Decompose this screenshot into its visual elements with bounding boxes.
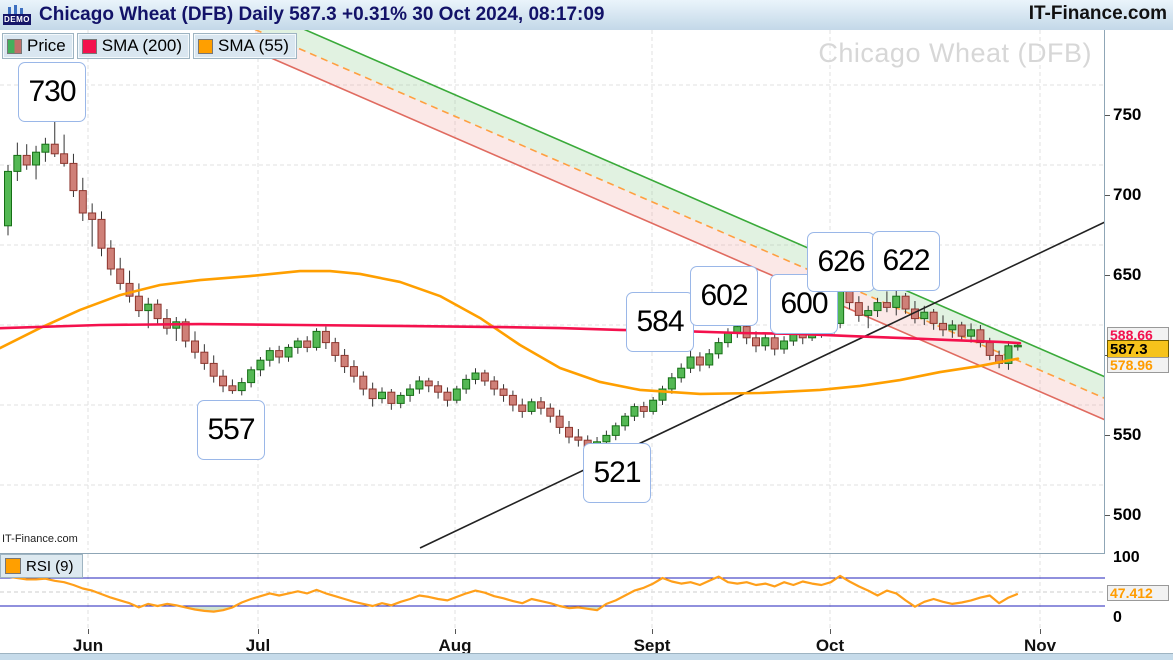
main-chart[interactable]	[0, 30, 1105, 550]
bottom-strip	[0, 653, 1173, 660]
month-label: Aug	[438, 636, 472, 655]
legend-sma200-label: SMA (200)	[101, 36, 183, 55]
price-annotation: 626	[807, 232, 875, 292]
price-annotation: 602	[690, 266, 758, 326]
rsi-tick-0: 0	[1113, 609, 1122, 626]
legend-price-label: Price	[27, 36, 66, 55]
legend-sma55-label: SMA (55)	[218, 36, 289, 55]
month-tick-mark	[830, 629, 831, 634]
chart-credit: IT-Finance.com	[2, 533, 81, 546]
month-label: Jul	[245, 636, 271, 655]
price-annotation: 622	[872, 231, 940, 291]
chart-title: Chicago Wheat (DFB) Daily 587.3 +0.31% 3…	[39, 4, 605, 25]
demo-logo[interactable]: DEMO	[3, 4, 33, 26]
price-swatch-icon	[7, 38, 22, 54]
legend-rsi-label: RSI (9)	[26, 557, 74, 575]
price-annotation: 584	[626, 292, 694, 352]
price-tick-mark	[1105, 195, 1110, 196]
price-tick-label: 500	[1113, 505, 1142, 524]
legend-row: Price SMA (200) SMA (55)	[2, 33, 297, 59]
main-chart-svg	[0, 30, 1105, 550]
axis-separator	[1104, 30, 1105, 628]
month-label: Sept	[633, 636, 671, 655]
legend-sma55[interactable]: SMA (55)	[193, 33, 297, 59]
time-axis[interactable]: Jun Jul Aug Sept Oct Nov	[0, 629, 1173, 655]
month-tick-mark	[455, 629, 456, 634]
price-tick-mark	[1105, 515, 1110, 516]
price-tick-label: 750	[1113, 105, 1142, 124]
price-tag: 578.96	[1107, 357, 1169, 373]
price-annotation: 521	[583, 443, 651, 503]
month-tick-mark	[258, 629, 259, 634]
title-bar: DEMO Chicago Wheat (DFB) Daily 587.3 +0.…	[0, 0, 1173, 31]
sma55-swatch-icon	[198, 38, 214, 54]
price-tick-label: 650	[1113, 265, 1142, 284]
month-tick-mark	[1040, 629, 1041, 634]
rsi-tick-100: 100	[1113, 549, 1140, 566]
legend-price[interactable]: Price	[2, 33, 74, 59]
price-annotation: 730	[18, 62, 86, 122]
rsi-svg	[0, 554, 1105, 629]
month-tick-mark	[652, 629, 653, 634]
rsi-pane[interactable]	[0, 553, 1105, 630]
demo-badge-label: DEMO	[3, 14, 31, 25]
price-tick-label: 550	[1113, 425, 1142, 444]
site-link[interactable]: IT-Finance.com	[1028, 3, 1167, 24]
legend-rsi[interactable]: RSI (9)	[0, 554, 83, 578]
sma200-swatch-icon	[81, 38, 97, 54]
rsi-swatch-icon	[5, 558, 21, 574]
month-tick-mark	[88, 629, 89, 634]
legend-sma200[interactable]: SMA (200)	[76, 33, 191, 59]
month-label: Nov	[1023, 636, 1057, 655]
price-tick-mark	[1105, 275, 1110, 276]
price-tick-mark	[1105, 115, 1110, 116]
price-annotation: 557	[197, 400, 265, 460]
month-label: Jun	[72, 636, 104, 655]
price-tag: 587.3	[1107, 340, 1169, 358]
month-label: Oct	[815, 636, 845, 655]
price-tick-mark	[1105, 435, 1110, 436]
rsi-value-tag: 47.412	[1107, 585, 1169, 601]
price-tick-label: 700	[1113, 185, 1142, 204]
